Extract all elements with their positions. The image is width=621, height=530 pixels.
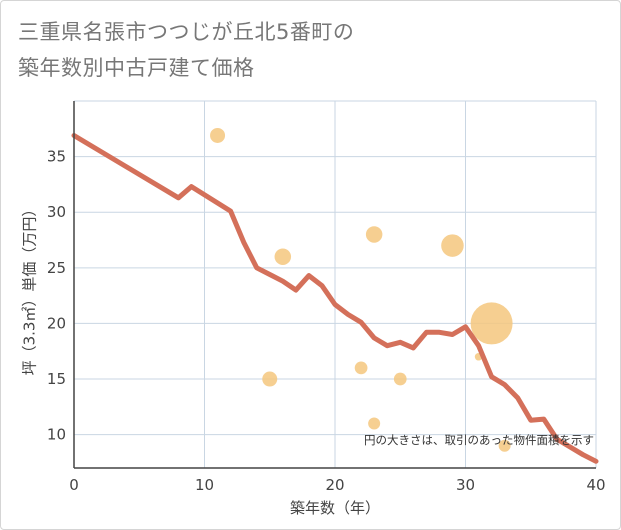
x-tick-label: 10: [195, 476, 214, 494]
y-tick-label: 20: [47, 314, 66, 332]
bubble-point: [262, 371, 278, 387]
bubble-point: [210, 127, 226, 143]
chart-title-line-1: 三重県名張市つつじが丘北5番町の: [18, 20, 355, 44]
x-tick-label: 40: [586, 476, 605, 494]
y-tick-label: 15: [47, 370, 66, 388]
bubble-point: [393, 372, 407, 386]
bubble-point: [470, 302, 513, 345]
y-tick-label: 35: [47, 148, 66, 166]
grid: [74, 100, 597, 468]
bubble-point: [498, 439, 511, 452]
y-tick-label: 25: [47, 259, 66, 277]
x-tick-label: 20: [325, 476, 344, 494]
x-axis-label: 築年数（年）: [290, 499, 380, 517]
line-series: [71, 133, 599, 464]
bubble-point: [365, 226, 383, 243]
bubble-point: [274, 248, 292, 265]
bubble-point: [441, 234, 464, 257]
y-axis-label: 坪（3.3㎡）単価（万円）: [21, 202, 39, 376]
chart-title: 三重県名張市つつじが丘北5番町の 築年数別中古戸建て価格: [18, 14, 354, 86]
chart-title-line-2: 築年数別中古戸建て価格: [18, 56, 255, 80]
axes: 0 10 20 30 40 10 15 20 25 30 35: [47, 101, 606, 494]
bubble-series: [210, 127, 513, 452]
x-tick-label: 30: [456, 476, 475, 494]
bubble-point: [368, 417, 381, 430]
line-series-path: [71, 133, 599, 464]
y-tick-label: 10: [47, 426, 66, 444]
x-tick-label: 0: [69, 476, 79, 494]
bubble-point: [354, 361, 368, 375]
chart-note: 円の大きさは、取引のあった物件面積を示す: [364, 433, 594, 447]
y-tick-label: 30: [47, 203, 66, 221]
